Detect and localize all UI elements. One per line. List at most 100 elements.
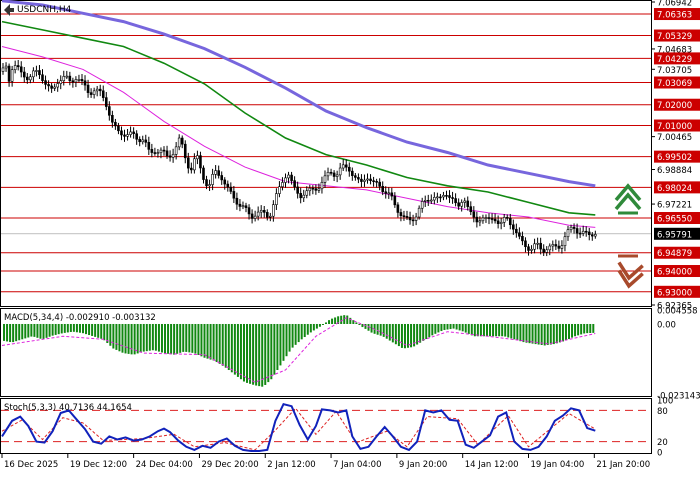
stoch-tick-label: 80 — [657, 407, 668, 417]
macd-bar — [148, 323, 151, 351]
macd-bar — [416, 323, 419, 345]
candle-body — [454, 198, 457, 204]
candle-body — [563, 236, 567, 247]
macd-bar — [568, 323, 570, 340]
macd-bar — [452, 323, 455, 329]
candle-body — [423, 200, 427, 202]
candle-body — [317, 188, 321, 191]
macd-bar — [428, 323, 431, 338]
candle-body — [247, 207, 251, 215]
candle-body — [354, 175, 357, 178]
candle-body — [199, 155, 202, 169]
macd-bar — [85, 323, 88, 335]
macd-bar — [343, 315, 346, 324]
macd-bar — [504, 323, 507, 337]
macd-bar — [555, 323, 558, 344]
macd-bar — [589, 323, 592, 333]
macd-bar — [273, 323, 276, 375]
macd-bar — [282, 323, 285, 361]
candle-body — [515, 228, 518, 234]
candle-body — [323, 175, 327, 183]
candle-body — [196, 155, 199, 160]
candle-body — [305, 190, 309, 196]
macd-bar — [6, 323, 9, 342]
macd-bar — [185, 323, 188, 352]
time-tick-label: 14 Jan 12:00 — [465, 460, 519, 470]
candle-body — [68, 75, 72, 82]
price-tick-label: 7.04683 — [657, 45, 692, 55]
candle-body — [168, 155, 172, 158]
macd-bar — [516, 323, 519, 341]
macd-bar — [407, 323, 410, 348]
macd-bar — [300, 323, 303, 340]
macd-bar — [561, 323, 564, 342]
level-label-bg — [654, 150, 700, 163]
candle-body — [533, 243, 536, 250]
macd-bar — [434, 323, 437, 334]
candle-body — [62, 76, 66, 82]
candle-body — [117, 125, 120, 132]
macd-bar — [133, 323, 136, 355]
macd-bar — [194, 323, 197, 354]
candle-body — [174, 146, 178, 155]
candle-body — [241, 205, 245, 208]
macd-bar — [543, 323, 546, 346]
macd-bar — [425, 323, 428, 340]
candle-body — [329, 171, 333, 174]
macd-bar — [461, 323, 464, 332]
candle-body — [490, 218, 494, 220]
macd-bar — [270, 323, 273, 380]
macd-bar — [443, 323, 446, 330]
macd-bar — [267, 323, 270, 383]
candle-body — [426, 200, 430, 202]
candle-body — [530, 248, 533, 251]
macd-bar — [288, 323, 291, 352]
macd-bar — [188, 323, 191, 353]
time-tick-label: 7 Jan 04:00 — [333, 460, 381, 470]
macd-bar — [440, 323, 443, 332]
candle-body — [463, 200, 467, 203]
macd-bar — [464, 323, 467, 333]
macd-bar — [328, 320, 331, 324]
candle-body — [357, 177, 360, 180]
macd-bar — [577, 323, 580, 336]
macd-bar — [580, 323, 583, 335]
macd-bar — [130, 323, 133, 355]
level-label: 7.02000 — [657, 101, 692, 111]
stoch-title: Stoch(5,3,3) 40.7136 44.1654 — [4, 403, 132, 413]
level-label-bg — [654, 181, 700, 194]
macd-bar — [482, 323, 485, 337]
macd-panel-frame — [0, 308, 652, 397]
macd-bar — [39, 323, 42, 339]
candle-body — [71, 80, 75, 83]
candle-body — [253, 215, 257, 219]
candle-body — [193, 158, 196, 171]
candle-body — [50, 85, 53, 89]
macd-bar — [109, 323, 112, 346]
candle-body — [120, 130, 123, 136]
candle-body — [560, 245, 564, 249]
macd-bar — [236, 323, 239, 377]
candle-body — [74, 79, 78, 83]
macd-bar — [382, 323, 385, 337]
candle-body — [278, 186, 281, 194]
candle-body — [326, 171, 330, 177]
level-label-bg — [654, 212, 700, 225]
candle-body — [26, 76, 29, 81]
macd-bar — [242, 323, 245, 382]
price-tick-label: 6.92365 — [657, 302, 692, 312]
macd-bar — [63, 323, 66, 333]
candle-body — [569, 226, 573, 231]
candle-body — [384, 191, 388, 194]
candle-body — [259, 210, 263, 213]
macd-bar — [473, 323, 476, 337]
candle-body — [448, 195, 451, 198]
candle-body — [132, 131, 135, 134]
candle-body — [402, 215, 406, 217]
symbol-title: USDCNH,H4 — [17, 5, 72, 15]
macd-bar — [212, 323, 215, 361]
macd-bar — [315, 323, 318, 329]
level-label-bg — [654, 8, 700, 21]
